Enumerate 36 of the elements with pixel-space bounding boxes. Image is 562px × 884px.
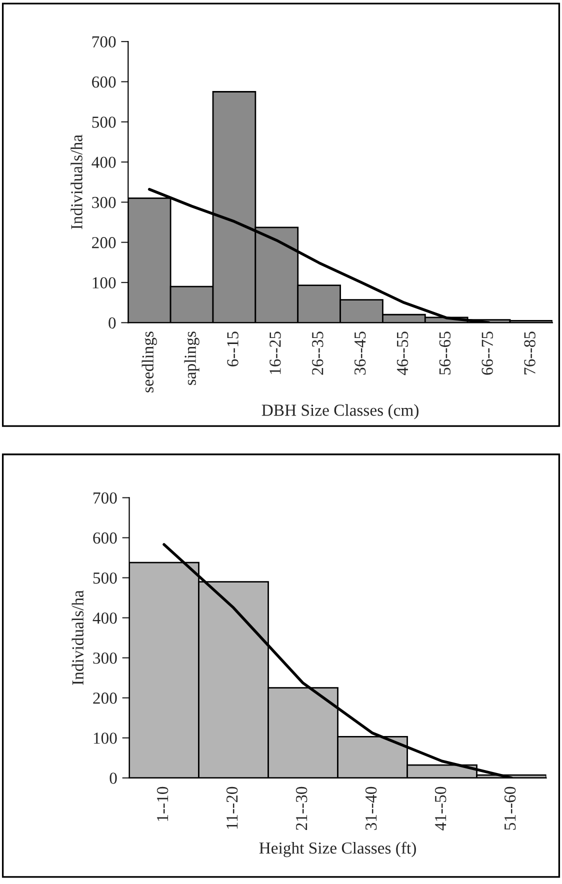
x-tick-label: 76--85 — [524, 332, 536, 374]
x-tick-label: 46--55 — [396, 332, 408, 376]
y-tick-label: 700 — [92, 36, 116, 48]
x-tick-label: 66--75 — [482, 332, 493, 375]
y-tick-label: 200 — [93, 692, 117, 704]
y-tick-label: 500 — [92, 116, 116, 128]
y-tick-label: 400 — [92, 156, 116, 168]
y-tick-label: 400 — [92, 612, 117, 624]
y-tick-label: 200 — [92, 237, 116, 248]
x-tick-label: 41--50 — [434, 786, 446, 830]
y-tick-label: 700 — [94, 492, 117, 504]
x-tick-label: 1--10 — [156, 786, 168, 821]
x-tick-label: 21--30 — [296, 786, 308, 830]
y-tick-label: 300 — [92, 196, 116, 208]
y-tick-label: 500 — [93, 572, 117, 584]
y-tick-label: 100 — [92, 277, 116, 288]
y-tick-label: 0 — [110, 772, 117, 784]
x-axis-title: Height Size Classes (ft) — [259, 842, 416, 858]
x-tick-label: 31--40 — [365, 786, 377, 830]
x-tick-label: 11--20 — [226, 786, 238, 829]
x-axis-title: DBH Size Classes (cm) — [262, 404, 418, 420]
y-tick-label: 600 — [92, 76, 116, 88]
x-tick-label: 51--60 — [504, 786, 516, 830]
y-tick-label: 0 — [108, 317, 116, 329]
x-tick-label: 6--15 — [227, 332, 238, 366]
y-axis-title: Individuals/ha — [72, 590, 84, 685]
x-tick-label: 16--25 — [270, 332, 281, 374]
x-tick-label: 56--65 — [439, 332, 451, 374]
y-axis-title: Individuals/ha — [70, 134, 82, 230]
x-tick-label: seedlings — [142, 332, 157, 392]
x-tick-label: saplings — [184, 332, 200, 385]
x-tick-label: 36--45 — [354, 332, 366, 375]
x-tick-label: 26--35 — [312, 332, 324, 375]
y-tick-label: 100 — [94, 732, 117, 744]
y-tick-label: 600 — [93, 532, 117, 544]
y-tick-label: 300 — [93, 652, 117, 664]
